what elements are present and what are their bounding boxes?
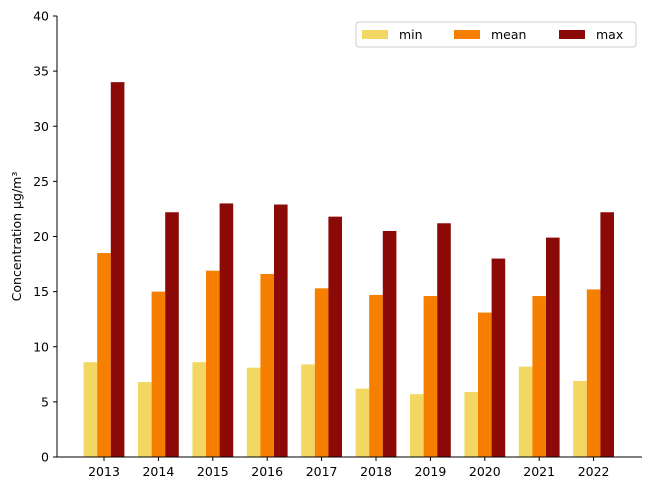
bar-mean-2022 bbox=[586, 289, 601, 457]
x-tick-label: 2013 bbox=[88, 464, 120, 479]
x-axis: 2013 2014 2015 2016 2017 2018 2019 2020 2021 2022 bbox=[57, 456, 642, 479]
legend-label-min: min bbox=[399, 27, 423, 42]
bar-max-2017 bbox=[328, 216, 342, 457]
x-tick-label: 2016 bbox=[251, 464, 283, 479]
legend-swatch-mean bbox=[454, 30, 480, 39]
bar-mean-2014 bbox=[151, 291, 166, 458]
legend-label-max: max bbox=[596, 27, 623, 42]
bar-min-2022 bbox=[573, 380, 587, 457]
bar-mean-2015 bbox=[206, 270, 220, 457]
y-tick-label: 5 bbox=[41, 394, 49, 409]
x-tick-label: 2021 bbox=[523, 464, 555, 479]
bars-group bbox=[83, 82, 614, 458]
bar-mean-2021 bbox=[532, 296, 546, 457]
x-tick-label: 2019 bbox=[414, 464, 446, 479]
bar-min-2016 bbox=[246, 367, 261, 457]
bar-mean-2013 bbox=[97, 253, 111, 457]
legend-box bbox=[355, 21, 637, 48]
y-tick-label: 20 bbox=[33, 229, 49, 244]
bar-min-2017 bbox=[301, 364, 315, 457]
y-axis: 0 5 10 15 20 25 30 35 40 bbox=[33, 9, 58, 465]
bar-min-2021 bbox=[518, 366, 533, 457]
bar-min-2020 bbox=[464, 391, 478, 457]
y-tick-label: 15 bbox=[33, 284, 49, 299]
y-tick-label: 25 bbox=[33, 174, 49, 189]
legend-label-mean: mean bbox=[491, 27, 526, 42]
bar-min-2014 bbox=[138, 382, 152, 457]
bar-max-2021 bbox=[546, 237, 560, 457]
bar-max-2016 bbox=[274, 204, 288, 457]
y-tick-label: 30 bbox=[33, 119, 49, 134]
bar-max-2022 bbox=[600, 212, 614, 457]
bar-max-2013 bbox=[110, 82, 125, 458]
bar-min-2019 bbox=[410, 394, 424, 457]
legend: min mean max bbox=[355, 21, 637, 48]
bar-max-2015 bbox=[219, 203, 234, 457]
y-tick-label: 10 bbox=[33, 339, 49, 354]
x-tick-label: 2020 bbox=[469, 464, 501, 479]
bar-min-2013 bbox=[83, 362, 98, 457]
legend-swatch-min bbox=[362, 30, 388, 39]
bar-max-2018 bbox=[382, 230, 397, 457]
bar-mean-2020 bbox=[478, 312, 492, 457]
bar-max-2020 bbox=[491, 258, 506, 457]
x-tick-label: 2022 bbox=[578, 464, 610, 479]
y-tick-label: 0 bbox=[41, 450, 49, 465]
bar-mean-2016 bbox=[260, 273, 274, 457]
legend-swatch-max bbox=[559, 30, 585, 39]
y-axis-label: Concentration µg/m³ bbox=[9, 172, 24, 302]
bar-min-2015 bbox=[192, 362, 206, 457]
bar-mean-2018 bbox=[369, 294, 383, 457]
x-tick-label: 2018 bbox=[360, 464, 392, 479]
bar-mean-2019 bbox=[423, 296, 438, 457]
bar-min-2018 bbox=[355, 388, 370, 457]
y-tick-label: 40 bbox=[33, 9, 49, 24]
x-tick-label: 2014 bbox=[142, 464, 174, 479]
bar-mean-2017 bbox=[314, 288, 329, 457]
x-tick-label: 2017 bbox=[306, 464, 338, 479]
x-tick-label: 2015 bbox=[197, 464, 229, 479]
bar-max-2014 bbox=[165, 212, 179, 457]
y-tick-label: 35 bbox=[33, 64, 49, 79]
bar-max-2019 bbox=[437, 223, 451, 457]
